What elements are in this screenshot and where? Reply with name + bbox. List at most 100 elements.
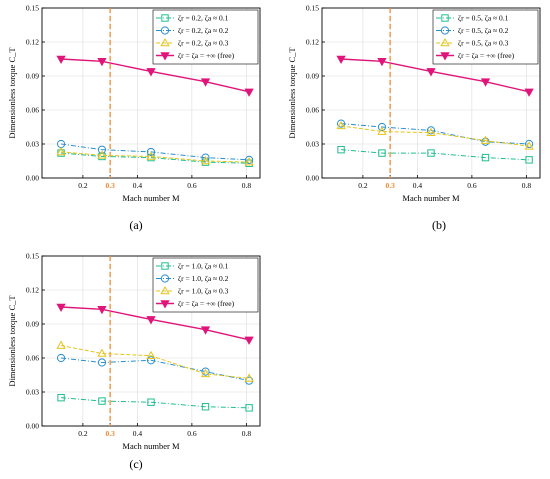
data-point [336, 119, 346, 128]
data-point [481, 153, 490, 162]
series-3 [56, 146, 254, 166]
series-3 [56, 340, 254, 382]
y-tick-label: 0.09 [26, 320, 39, 329]
legend-marker [161, 14, 169, 22]
legend: ζr = 1.0, ζa ≈ 0.1 ζr = 1.0, ζa ≈ 0.2 ζr =… [152, 257, 259, 313]
legend-marker [160, 26, 170, 35]
chart-panel-c: 0.00 0.03 0.06 0.09 0.12 0.15 0.2 0.3 0.4 0.6 0.8 M… [0, 248, 270, 451]
data-point [245, 404, 253, 412]
data-point [201, 367, 210, 376]
x-tick-label: 0.8 [242, 429, 252, 438]
plot-frame [41, 255, 261, 427]
legend: ζr = 0.5, ζa ≈ 0.1 ζr = 0.5, ζa ≈ 0.2 ζr =… [432, 9, 539, 65]
x-axis-title: Mach number M [122, 193, 180, 203]
series-line [61, 151, 250, 163]
data-point [336, 120, 346, 130]
data-point [480, 78, 491, 87]
data-point [146, 68, 156, 77]
legend-marker [160, 52, 170, 61]
panel-caption-b: (b) [432, 218, 446, 232]
chart-b-svg: 0.00 0.03 0.06 0.09 0.12 0.15 0.2 0.3 0.4 0.6 0.8 M… [287, 4, 541, 203]
data-point [97, 358, 107, 367]
y-tick-label: 0.12 [26, 38, 39, 47]
y-tick-label: 0.03 [26, 140, 39, 149]
chart-panel-a: 0.00 0.03 0.06 0.09 0.12 0.15 0.2 0.3 0.4 0.6 0.8 M… [0, 0, 270, 203]
data-point [244, 336, 254, 345]
data-point [377, 57, 387, 67]
y-tick-label: 0.12 [306, 38, 319, 47]
chart-panel-b: 0.00 0.03 0.06 0.09 0.12 0.15 0.2 0.3 0.4 0.6 0.8 M… [280, 0, 550, 203]
series-line [341, 125, 530, 147]
data-point [200, 78, 211, 87]
data-point [200, 368, 211, 378]
chart-a-svg: 0.00 0.03 0.06 0.09 0.12 0.15 0.2 0.3 0.4 0.6 0.8 M… [7, 4, 261, 203]
y-axis-title: Dimensionless torque C_T [7, 47, 17, 139]
y-tick-label: 0.03 [26, 388, 39, 397]
data-point [245, 155, 254, 164]
data-point [56, 303, 66, 313]
data-point [427, 149, 435, 157]
y-tick-label: 0.09 [26, 72, 39, 81]
series-4 [336, 55, 534, 97]
x-axis-title: Mach number M [402, 193, 460, 203]
data-point [146, 316, 156, 325]
chart-c-svg: 0.00 0.03 0.06 0.09 0.12 0.15 0.2 0.3 0.4 0.6 0.8 M… [7, 252, 261, 451]
series-1 [57, 393, 253, 412]
legend-label: ζr = 0.2, ζa ≈ 0.3 [178, 39, 229, 48]
y-tick-label: 0.03 [306, 140, 319, 149]
x-tick-label: 0.6 [187, 181, 197, 190]
y-tick-label: 0.00 [26, 422, 39, 431]
y-axis-title: Dimensionless torque C_T [287, 47, 297, 139]
y-tick-label: 0.12 [26, 286, 39, 295]
data-point [244, 157, 254, 166]
plot-frame [321, 7, 541, 179]
data-point [524, 88, 534, 97]
series-2 [56, 353, 254, 385]
data-point [97, 305, 107, 315]
legend: ζr = 0.2, ζa ≈ 0.1 ζr = 0.2, ζa ≈ 0.2 ζr =… [152, 9, 259, 65]
data-point [377, 126, 387, 135]
legend-label: ζr = 1.0, ζa ≈ 0.2 [178, 274, 229, 283]
data-point [201, 403, 210, 411]
x-tick-label-highlight: 0.3 [105, 429, 115, 438]
y-tick-label: 0.06 [26, 106, 39, 115]
y-tick-label: 0.15 [306, 4, 319, 13]
series-1 [337, 145, 533, 164]
data-point [146, 350, 156, 360]
plot-frame [41, 7, 261, 179]
x-tick-label: 0.4 [133, 181, 143, 190]
data-point [524, 141, 534, 150]
data-point [337, 145, 345, 154]
legend-marker [160, 300, 170, 309]
x-tick-label: 0.4 [413, 181, 423, 190]
data-point [56, 55, 66, 65]
x-tick-label: 0.6 [467, 181, 477, 190]
data-point [200, 326, 211, 335]
legend-marker [161, 262, 169, 270]
legend-label: ζr = ζa = +∞ (free) [178, 51, 235, 60]
legend-label: ζr = ζa = +∞ (free) [178, 299, 235, 308]
legend-marker [441, 14, 449, 22]
data-point [426, 126, 436, 135]
data-point [146, 151, 156, 160]
data-point [97, 57, 107, 67]
x-tick-label: 0.8 [242, 181, 252, 190]
x-tick-label: 0.2 [78, 181, 88, 190]
data-point [97, 150, 107, 159]
data-point [244, 373, 254, 382]
legend-label: ζr = 0.5, ζa ≈ 0.3 [458, 39, 509, 48]
data-point [480, 135, 491, 144]
x-axis-title: Mach number M [122, 441, 180, 451]
x-tick-label: 0.4 [133, 429, 143, 438]
data-point [426, 127, 436, 136]
series-4 [56, 303, 254, 345]
data-point [97, 348, 107, 357]
data-point [56, 340, 66, 349]
data-point [336, 55, 346, 65]
legend-label: ζr = 0.2, ζa ≈ 0.1 [178, 14, 229, 23]
legend-label: ζr = 1.0, ζa ≈ 0.3 [178, 287, 229, 296]
legend-marker [440, 37, 450, 47]
y-tick-label: 0.00 [306, 174, 319, 183]
data-point [377, 122, 387, 132]
series-line [61, 152, 250, 164]
